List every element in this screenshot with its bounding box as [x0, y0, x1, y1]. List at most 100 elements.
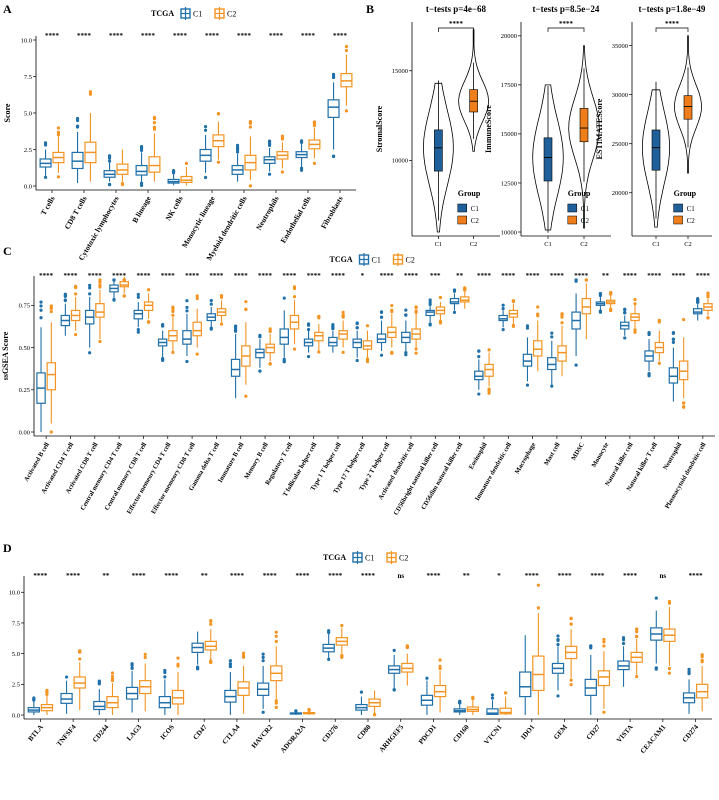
- box-c2: [302, 707, 316, 715]
- outlier-point: [258, 335, 262, 339]
- outlier-point: [143, 655, 147, 660]
- outlier-point: [414, 347, 418, 351]
- outlier-point: [185, 309, 189, 313]
- significance-label: ****: [33, 572, 48, 580]
- outlier-point: [261, 710, 265, 714]
- box-c2: [387, 303, 397, 355]
- significance-label: ****: [449, 20, 464, 28]
- box-c2: [148, 115, 161, 182]
- outlier-point: [112, 297, 116, 302]
- box-iqr: [95, 303, 105, 318]
- box-iqr: [498, 314, 508, 322]
- outlier-point: [463, 286, 467, 290]
- outlier-point: [560, 321, 564, 325]
- x-category-label: MDSC: [570, 441, 586, 461]
- box-iqr: [678, 360, 689, 381]
- legend-key-c2: [457, 215, 468, 225]
- box-c2: [265, 327, 275, 366]
- outlier-point: [63, 293, 67, 297]
- outlier-point: [671, 331, 675, 335]
- x-category-label: Neutrophils: [254, 194, 281, 231]
- box-c1: [224, 659, 237, 715]
- outlier-point: [550, 331, 554, 335]
- outlier-point: [107, 159, 112, 163]
- outlier-point: [261, 655, 265, 660]
- outlier-point: [635, 630, 639, 634]
- violin-box-c1: [434, 129, 443, 172]
- panel-letter: A: [3, 2, 12, 16]
- outlier-point: [268, 327, 272, 331]
- box-c1: [93, 679, 106, 715]
- significance-label: ****: [558, 572, 573, 580]
- box-c1: [692, 297, 703, 321]
- outlier-point: [146, 288, 151, 292]
- box-c1: [376, 310, 387, 357]
- box-c2: [84, 90, 97, 182]
- significance-label: ****: [331, 272, 346, 280]
- x-tick-label: C1: [544, 241, 552, 248]
- outlier-point: [312, 161, 317, 165]
- outlier-point: [107, 154, 112, 158]
- outlier-point: [152, 121, 157, 125]
- x-category-label: Monocyte: [591, 441, 611, 468]
- box-c1: [135, 145, 148, 187]
- x-category-label: Endothelial cells: [279, 194, 313, 244]
- x-category-label: HAVCR2: [250, 723, 275, 750]
- outlier-point: [331, 75, 336, 80]
- outlier-point: [32, 696, 36, 700]
- box-iqr: [597, 670, 611, 687]
- outlier-point: [550, 384, 554, 388]
- outlier-point: [75, 125, 80, 129]
- box-c1: [60, 292, 71, 336]
- y-tick-label: 2.5: [12, 682, 20, 689]
- box-c1: [322, 629, 335, 661]
- box-c2: [335, 623, 348, 659]
- outlier-point: [248, 184, 253, 188]
- outlier-point: [280, 170, 285, 174]
- outlier-point: [438, 666, 442, 671]
- y-tick-label: 25000: [612, 141, 628, 148]
- box-c1: [60, 675, 73, 714]
- outlier-point: [438, 321, 443, 325]
- y-tick-label: 7.5: [12, 620, 20, 627]
- legend-entry: C1: [372, 256, 381, 265]
- outlier-point: [657, 320, 661, 324]
- significance-label: *: [497, 572, 501, 580]
- outlier-point: [365, 324, 370, 328]
- box-c1: [388, 648, 401, 692]
- outlier-point: [654, 596, 658, 600]
- outlier-point: [98, 339, 102, 344]
- box-c1: [39, 141, 52, 179]
- box-c2: [532, 305, 543, 372]
- x-category-label: Activated B cell: [23, 441, 51, 482]
- x-category-label: CD274: [681, 723, 701, 744]
- significance-label: ****: [164, 572, 179, 580]
- outlier-point: [209, 298, 213, 303]
- significance-label: ****: [141, 32, 156, 40]
- x-category-label: Effector memeory CD8 T cell: [150, 441, 197, 515]
- box-c2: [289, 285, 300, 351]
- x-category-label: Monocytic lineage: [180, 194, 217, 249]
- outlier-point: [536, 314, 540, 318]
- significance-label: ****: [672, 272, 687, 280]
- outlier-point: [248, 121, 253, 126]
- outlier-point: [235, 143, 240, 147]
- significance-label: **: [102, 572, 110, 580]
- box-iqr: [668, 367, 679, 384]
- outlier-point: [589, 644, 593, 648]
- outlier-point: [404, 353, 408, 357]
- y-tick-label: 0.0: [24, 183, 32, 190]
- box-c2: [401, 644, 414, 686]
- box-c2: [119, 276, 129, 298]
- outlier-point: [623, 336, 627, 340]
- significance-label: ****: [501, 272, 516, 280]
- outlier-point: [39, 308, 43, 312]
- x-category-label: CD244: [91, 723, 111, 744]
- significance-label: ****: [404, 272, 419, 280]
- x-tick-label: C1: [435, 241, 443, 248]
- x-category-label: Macrophage: [514, 441, 538, 475]
- outlier-point: [657, 361, 661, 365]
- box-c1: [133, 292, 144, 334]
- panel-a: A TCGA C1 C2 0.0 2.5 5.0 7.5 10.0 Score T cells ***…: [3, 2, 356, 262]
- box-c1: [255, 333, 265, 373]
